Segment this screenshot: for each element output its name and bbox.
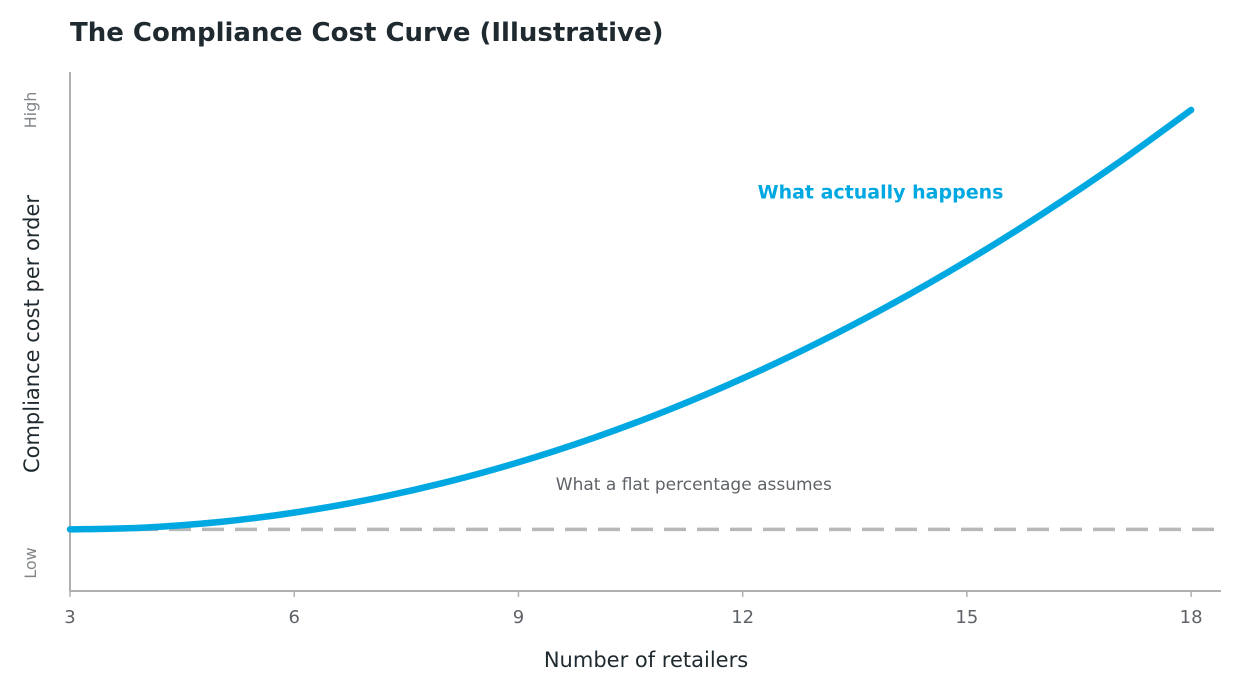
- x-tick-label: 6: [288, 607, 299, 628]
- x-tick-label: 12: [731, 607, 754, 628]
- x-tick-label: 9: [513, 607, 524, 628]
- series-layer: [66, 106, 1221, 533]
- x-axis-label: Number of retailers: [544, 648, 748, 672]
- x-tick-label: 15: [955, 607, 978, 628]
- y-tick-label-low: Low: [21, 547, 40, 579]
- x-tick-label: 18: [1180, 607, 1203, 628]
- x-tick-label: 3: [64, 607, 75, 628]
- chart-title: The Compliance Cost Curve (Illustrative): [70, 18, 663, 48]
- annotation-layer: What actually happens What a flat percent…: [556, 182, 1004, 495]
- series-line-actual: [66, 106, 1195, 533]
- y-tick-label-high: High: [21, 92, 40, 129]
- annotation-actual: What actually happens: [758, 182, 1004, 204]
- y-axis-label: Compliance cost per order: [20, 195, 44, 473]
- x-ticks: 3 6 9 12 15 18: [64, 591, 1203, 628]
- annotation-flat: What a flat percentage assumes: [556, 475, 832, 495]
